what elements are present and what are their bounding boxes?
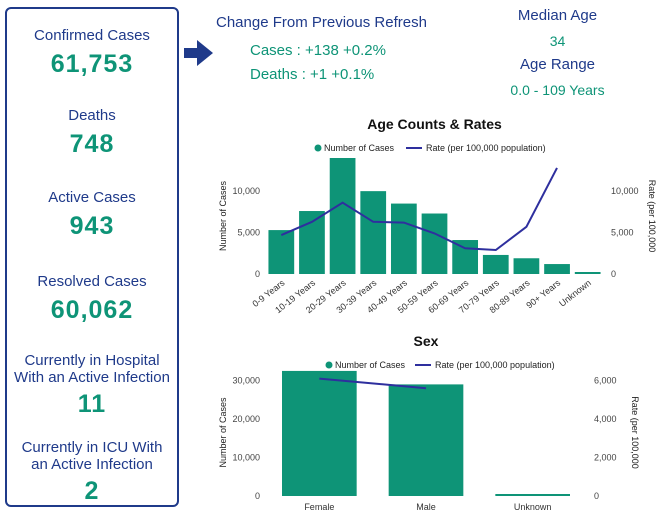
chart1-bar-20-29 Years <box>329 158 356 274</box>
chart1-legend-label-rate: Rate (per 100,000 population) <box>426 143 546 153</box>
chart1-bar-40-49 Years <box>390 203 417 274</box>
chart1-legend-label-cases: Number of Cases <box>324 143 395 153</box>
chart2-bar-Unknown <box>495 494 570 496</box>
chart1-bar-Unknown <box>574 272 601 274</box>
chart1-rate-line <box>280 167 558 252</box>
chart1-y2-tick-label: 0 <box>611 269 616 279</box>
chart1-bar-80-89 Years <box>513 258 540 274</box>
chart1-bar-50-59 Years <box>421 213 448 274</box>
chart2-x-tick-label: Female <box>304 502 334 512</box>
active-cases-label: Active Cases <box>48 189 136 206</box>
chart2-x-tick-label: Unknown <box>514 502 552 512</box>
chart2-y2-tick-label: 2,000 <box>594 453 617 463</box>
change-deaths: Deaths : +1 +0.1% <box>250 66 375 83</box>
chart2-y2-tick-label: 6,000 <box>594 376 617 386</box>
chart2-y-tick-label: 20,000 <box>232 414 260 424</box>
chart1-y2-tick-label: 5,000 <box>611 228 634 238</box>
icu-stat: Currently in ICU With an Active Infectio… <box>7 439 177 506</box>
confirmed-cases-stat: Confirmed Cases 61,753 <box>7 27 177 79</box>
hospital-label-line1: Currently in Hospital <box>24 352 160 369</box>
resolved-cases-value: 60,062 <box>50 296 134 324</box>
chart1-bar-0-9 Years <box>268 230 295 274</box>
chart2-legend-swatch-cases <box>325 361 333 369</box>
active-cases-value: 943 <box>69 212 115 240</box>
resolved-cases-label: Resolved Cases <box>37 273 147 290</box>
deaths-label: Deaths <box>68 107 116 124</box>
chart2-y-axis-label: Number of Cases <box>218 397 228 468</box>
change-cases: Cases : +138 +0.2% <box>250 42 386 59</box>
chart1-y-tick-label: 0 <box>255 269 260 279</box>
chart1-bar-60-69 Years <box>452 240 479 274</box>
chart1-y-tick-label: 5,000 <box>237 228 260 238</box>
chart2-y-tick-label: 0 <box>255 491 260 501</box>
age-range-label: Age Range <box>519 56 596 73</box>
chart2-legend-label-cases: Number of Cases <box>335 360 406 370</box>
resolved-cases-stat: Resolved Cases 60,062 <box>7 273 177 325</box>
chart2-rate-line <box>319 377 427 390</box>
arrow-right-icon <box>184 40 213 66</box>
chart2-legend-label-rate: Rate (per 100,000 population) <box>435 360 555 370</box>
chart1-y-axis-label: Number of Cases <box>218 180 228 251</box>
hospital-value: 11 <box>77 390 107 418</box>
deaths-stat: Deaths 748 <box>7 107 177 159</box>
icu-label-line1: Currently in ICU With <box>21 439 163 456</box>
icu-label-line2: an Active Infection <box>31 456 153 473</box>
chart1-bar-30-39 Years <box>360 191 387 274</box>
median-age-label: Median Age <box>517 7 598 24</box>
chart1-bar-70-79 Years <box>482 254 509 274</box>
deaths-value: 748 <box>69 130 115 158</box>
confirmed-cases-label: Confirmed Cases <box>34 27 150 44</box>
summary-stats-panel: Confirmed Cases 61,753 Deaths 748 Active… <box>5 7 179 507</box>
change-title: Change From Previous Refresh <box>216 14 427 31</box>
hospital-stat: Currently in Hospital With an Active Inf… <box>7 352 177 419</box>
chart1-legend-swatch-cases <box>314 144 322 152</box>
confirmed-cases-value: 61,753 <box>50 50 134 78</box>
chart1-x-tick-label: 90+ Years <box>524 277 562 310</box>
age-range-value: 0.0 - 109 Years <box>510 82 605 98</box>
chart2-y2-axis-label: Rate (per 100,000 <box>630 396 640 469</box>
active-cases-stat: Active Cases 943 <box>7 189 177 241</box>
chart1-title: Age Counts & Rates <box>367 116 502 132</box>
chart2-bar-Female <box>282 370 357 496</box>
chart2-y2-tick-label: 4,000 <box>594 414 617 424</box>
chart1-y2-tick-label: 10,000 <box>611 186 639 196</box>
chart1-bar-10-19 Years <box>299 211 325 274</box>
chart1-y-tick-label: 10,000 <box>232 186 260 196</box>
chart2-y-tick-label: 10,000 <box>232 453 260 463</box>
chart2-x-tick-label: Male <box>416 502 436 512</box>
chart2-y2-tick-label: 0 <box>594 491 599 501</box>
median-age-value: 34 <box>549 33 566 49</box>
chart2-title: Sex <box>414 333 439 349</box>
icu-value: 2 <box>84 477 100 505</box>
chart1-x-tick-label: Unknown <box>557 278 593 309</box>
hospital-label-line2: With an Active Infection <box>14 369 170 386</box>
chart1-y2-axis-label: Rate (per 100,000 <box>647 180 657 253</box>
chart1-bar-90+ Years <box>544 264 570 274</box>
chart2-bar-Male <box>388 384 464 496</box>
chart2-y-tick-label: 30,000 <box>232 376 260 386</box>
